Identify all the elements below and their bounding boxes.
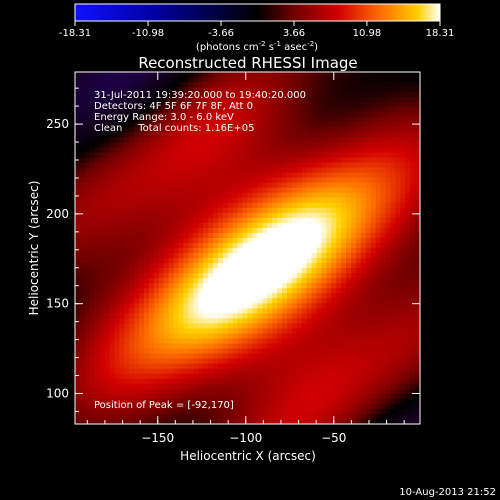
colorbar-tick-label: -10.98: [132, 28, 164, 39]
observation-info: 31-Jul-2011 19:39:20.000 to 19:40:20.000…: [94, 90, 306, 134]
colorbar-tick-label: -3.66: [208, 28, 234, 39]
colorbar-tick-label: 3.66: [283, 28, 305, 39]
y-tick-label: 150: [46, 297, 69, 311]
y-tick-label: 200: [46, 207, 69, 221]
peak-position-label: Position of Peak = [-92,170]: [94, 400, 234, 411]
y-tick-label: 100: [46, 386, 69, 400]
heatmap-image: [75, 72, 420, 424]
colorbar: [74, 3, 441, 22]
colorbar-tick-label: 18.31: [426, 28, 455, 39]
annotation-detectors: Detectors: 4F 5F 6F 7F 8F, Att 0: [94, 101, 253, 112]
x-tick-label: −50: [321, 431, 346, 445]
x-axis-label: Heliocentric X (arcsec): [180, 449, 316, 463]
y-tick-label: 250: [46, 117, 69, 131]
plot-frame: [74, 71, 421, 425]
x-tick-label: −100: [229, 431, 262, 445]
annotation-energy-range: Energy Range: 3.0 - 6.0 keV: [94, 112, 234, 123]
chart-title: Reconstructed RHESSI Image: [138, 54, 357, 72]
colorbar-unit-label: (photons cm-2 s-1 asec-2): [196, 40, 318, 53]
annotation-clean-counts: Clean Total counts: 1.16E+05: [94, 123, 254, 134]
colorbar-tick-label: 10.98: [353, 28, 382, 39]
footer-date: 10-Aug-2013 21:52: [399, 487, 496, 498]
axes: −150 −100 −50 100 150 200 250: [46, 72, 420, 445]
y-axis-label: Heliocentric Y (arcsec): [27, 181, 41, 316]
colorbar-tick-label: -18.31: [59, 28, 91, 39]
annotation-time-range: 31-Jul-2011 19:39:20.000 to 19:40:20.000: [94, 90, 306, 101]
colorbar-ticks: -18.31 -10.98 -3.66 3.66 10.98 18.31: [59, 21, 454, 39]
x-tick-label: −150: [141, 431, 174, 445]
